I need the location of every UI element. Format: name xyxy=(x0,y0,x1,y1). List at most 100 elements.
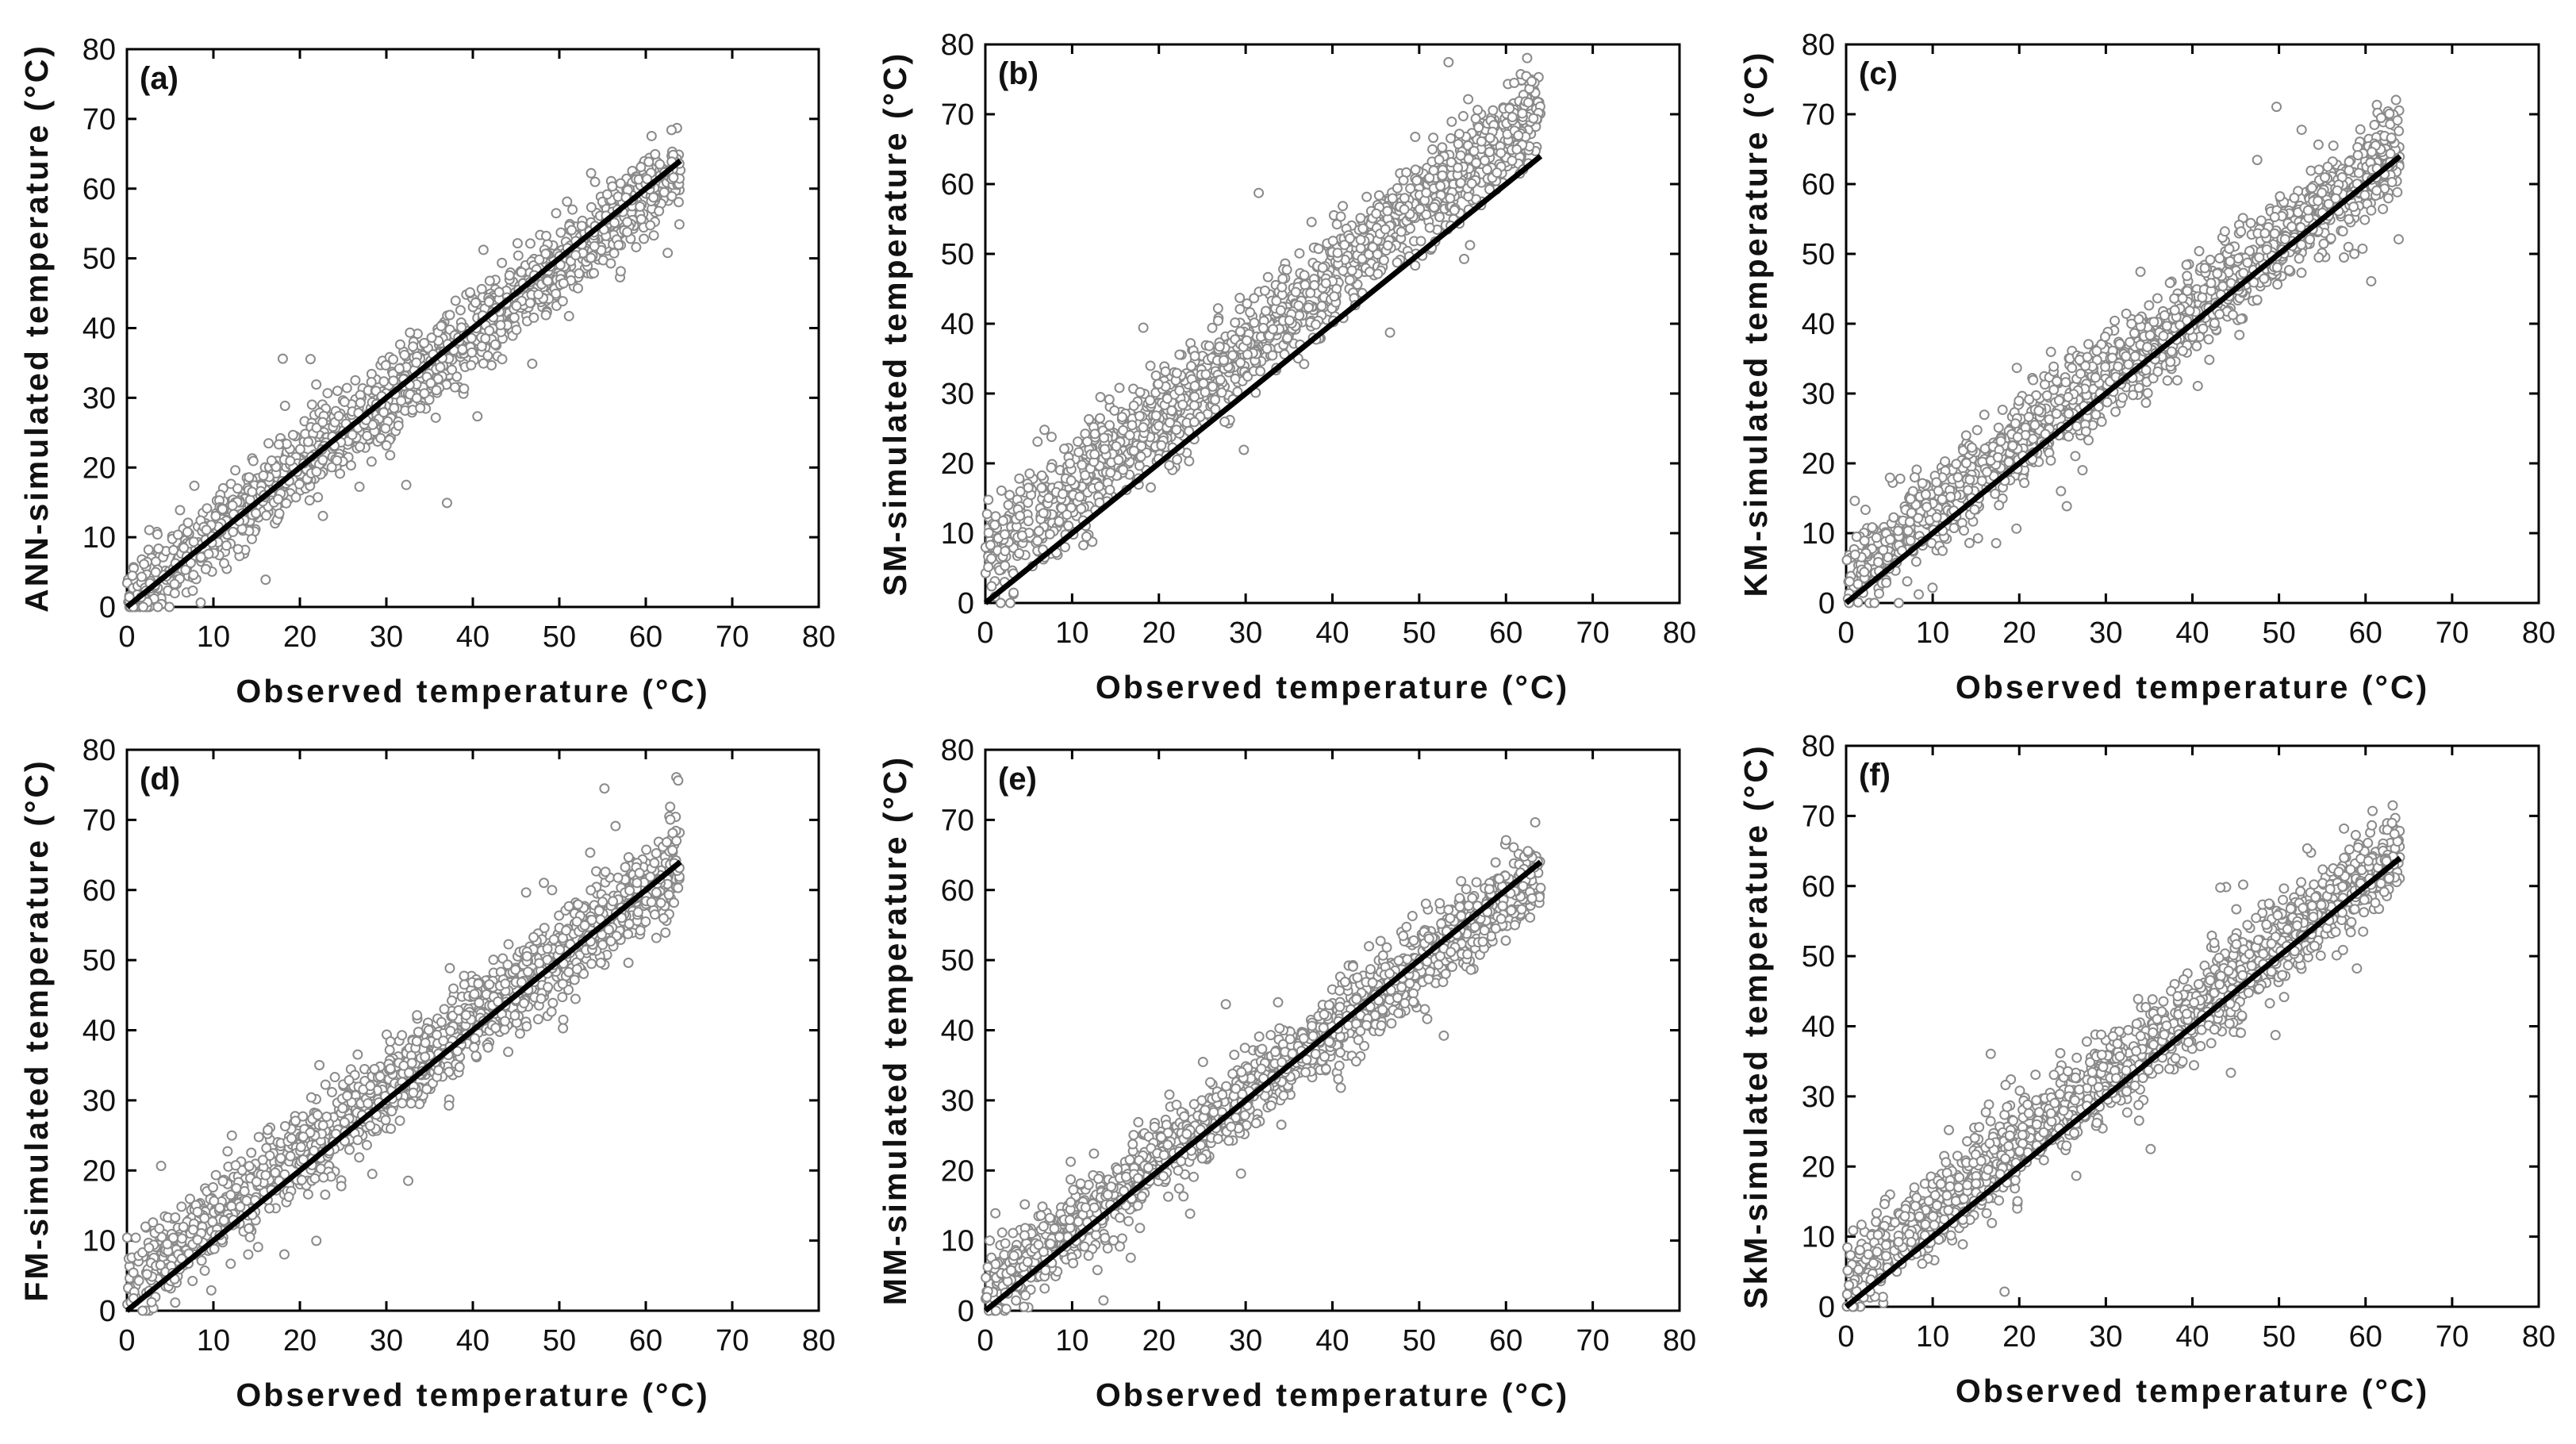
chart-0-point xyxy=(411,357,422,368)
chart-0-point xyxy=(219,558,230,569)
chart-1-point xyxy=(1200,386,1211,397)
chart-1-point xyxy=(1127,420,1138,431)
chart-2-point xyxy=(2328,140,2339,152)
chart-2-point xyxy=(2271,262,2282,273)
chart-1-point xyxy=(1082,436,1093,447)
chart-3-xtick-label: 70 xyxy=(716,1324,749,1358)
chart-2-point xyxy=(2007,440,2018,451)
chart-2-point xyxy=(2182,271,2193,282)
chart-2-point xyxy=(2245,217,2256,229)
chart-3-ytick-label: 0 xyxy=(99,1295,116,1328)
chart-2-point xyxy=(2070,451,2081,462)
chart-1-point xyxy=(1398,175,1409,186)
chart-2-point xyxy=(2294,253,2305,264)
chart-2-point xyxy=(2348,202,2359,213)
chart-0-point xyxy=(380,359,391,371)
chart-2-point xyxy=(1902,576,1913,587)
chart-1-point xyxy=(1511,144,1522,155)
chart-2-point xyxy=(2142,341,2153,352)
chart-1-point xyxy=(1212,315,1223,326)
chart-2-point xyxy=(2048,361,2060,372)
chart-0-point xyxy=(306,399,317,410)
chart-2-point xyxy=(2206,278,2217,289)
chart-2-point xyxy=(2272,279,2283,290)
chart-0-point xyxy=(195,597,206,609)
chart-0-point xyxy=(389,402,400,413)
chart-0-point xyxy=(153,543,164,555)
chart-3-panel-tag: (d) xyxy=(140,762,180,797)
chart-1-point xyxy=(1114,382,1125,394)
chart-0-xtick-label: 20 xyxy=(283,620,317,654)
chart-0-point xyxy=(244,472,255,483)
chart-1-point xyxy=(1299,359,1310,370)
chart-1-point xyxy=(1124,430,1135,441)
chart-2-point xyxy=(2133,382,2144,394)
chart-2-point xyxy=(2279,233,2290,244)
chart-1-point xyxy=(1059,444,1070,455)
chart-2-point xyxy=(2382,193,2394,204)
chart-1-point xyxy=(1081,531,1092,542)
chart-2-point xyxy=(2099,331,2110,342)
chart-2-point xyxy=(2394,125,2405,136)
chart-0-point xyxy=(613,240,624,251)
chart-0-point xyxy=(232,483,243,494)
chart-0-point xyxy=(294,444,305,455)
chart-2-point xyxy=(2357,243,2368,254)
chart-0-xtick-label: 50 xyxy=(543,620,576,654)
chart-1-point xyxy=(1338,265,1349,276)
chart-2-point xyxy=(2392,115,2403,126)
chart-1-point xyxy=(1415,236,1426,247)
chart-1-point xyxy=(1242,335,1253,346)
chart-2-point xyxy=(2359,214,2371,225)
chart-0-point xyxy=(247,486,258,497)
chart-1-point xyxy=(983,494,994,505)
chart-1-ytick-label: 80 xyxy=(941,29,974,62)
chart-0-ytick-label: 50 xyxy=(83,243,116,276)
chart-1-point xyxy=(1189,380,1200,391)
chart-1-point xyxy=(1424,222,1435,233)
chart-0-point xyxy=(466,359,477,371)
chart-1-point xyxy=(1421,187,1432,198)
chart-2-point xyxy=(2228,309,2239,321)
chart-1-point xyxy=(1210,394,1221,405)
chart-2-point xyxy=(2048,384,2060,395)
chart-0-point xyxy=(201,524,212,536)
chart-1-point xyxy=(1174,349,1185,360)
chart-0-point xyxy=(150,566,161,578)
chart-0-point xyxy=(266,455,277,467)
chart-1-point xyxy=(1445,193,1456,204)
chart-1-point xyxy=(1453,162,1464,173)
chart-0-point xyxy=(551,208,562,219)
chart-0-point xyxy=(527,358,538,369)
chart-0-ylabel: ANN-simulated temperature (°C) xyxy=(18,44,55,613)
chart-2-point xyxy=(1992,451,2003,463)
chart-1-point xyxy=(1063,520,1074,532)
chart-2-point xyxy=(2366,276,2377,287)
chart-0-point xyxy=(451,371,463,382)
chart-1-point xyxy=(1166,405,1177,417)
chart-1-point xyxy=(1230,317,1241,328)
chart-2-ytick-label: 20 xyxy=(1802,447,1835,481)
chart-2-point xyxy=(2305,234,2316,245)
chart-1-point xyxy=(1364,267,1375,278)
chart-2-point xyxy=(1852,597,1864,608)
chart-3-ytick-label: 80 xyxy=(83,734,116,767)
chart-1-point xyxy=(1507,112,1518,123)
chart-2-point xyxy=(2164,278,2175,289)
chart-2-panel-tag: (c) xyxy=(1859,56,1898,91)
chart-0-point xyxy=(650,148,661,159)
chart-1-point xyxy=(1311,319,1322,330)
chart-2-point xyxy=(2194,245,2205,256)
chart-1-point xyxy=(1128,445,1139,456)
chart-2-point xyxy=(2152,366,2163,377)
chart-3-ytick-label: 10 xyxy=(83,1225,116,1258)
chart-3-xlabel: Observed temperature (°C) xyxy=(236,1377,709,1413)
chart-1-point xyxy=(1073,447,1085,458)
chart-2-point xyxy=(1920,489,1931,500)
chart-2-point xyxy=(2242,257,2253,268)
chart-1-point xyxy=(1428,165,1439,176)
chart-2-one-to-one-line xyxy=(1844,154,2402,605)
chart-2-point xyxy=(2148,317,2159,328)
chart-1-point xyxy=(1036,482,1047,493)
